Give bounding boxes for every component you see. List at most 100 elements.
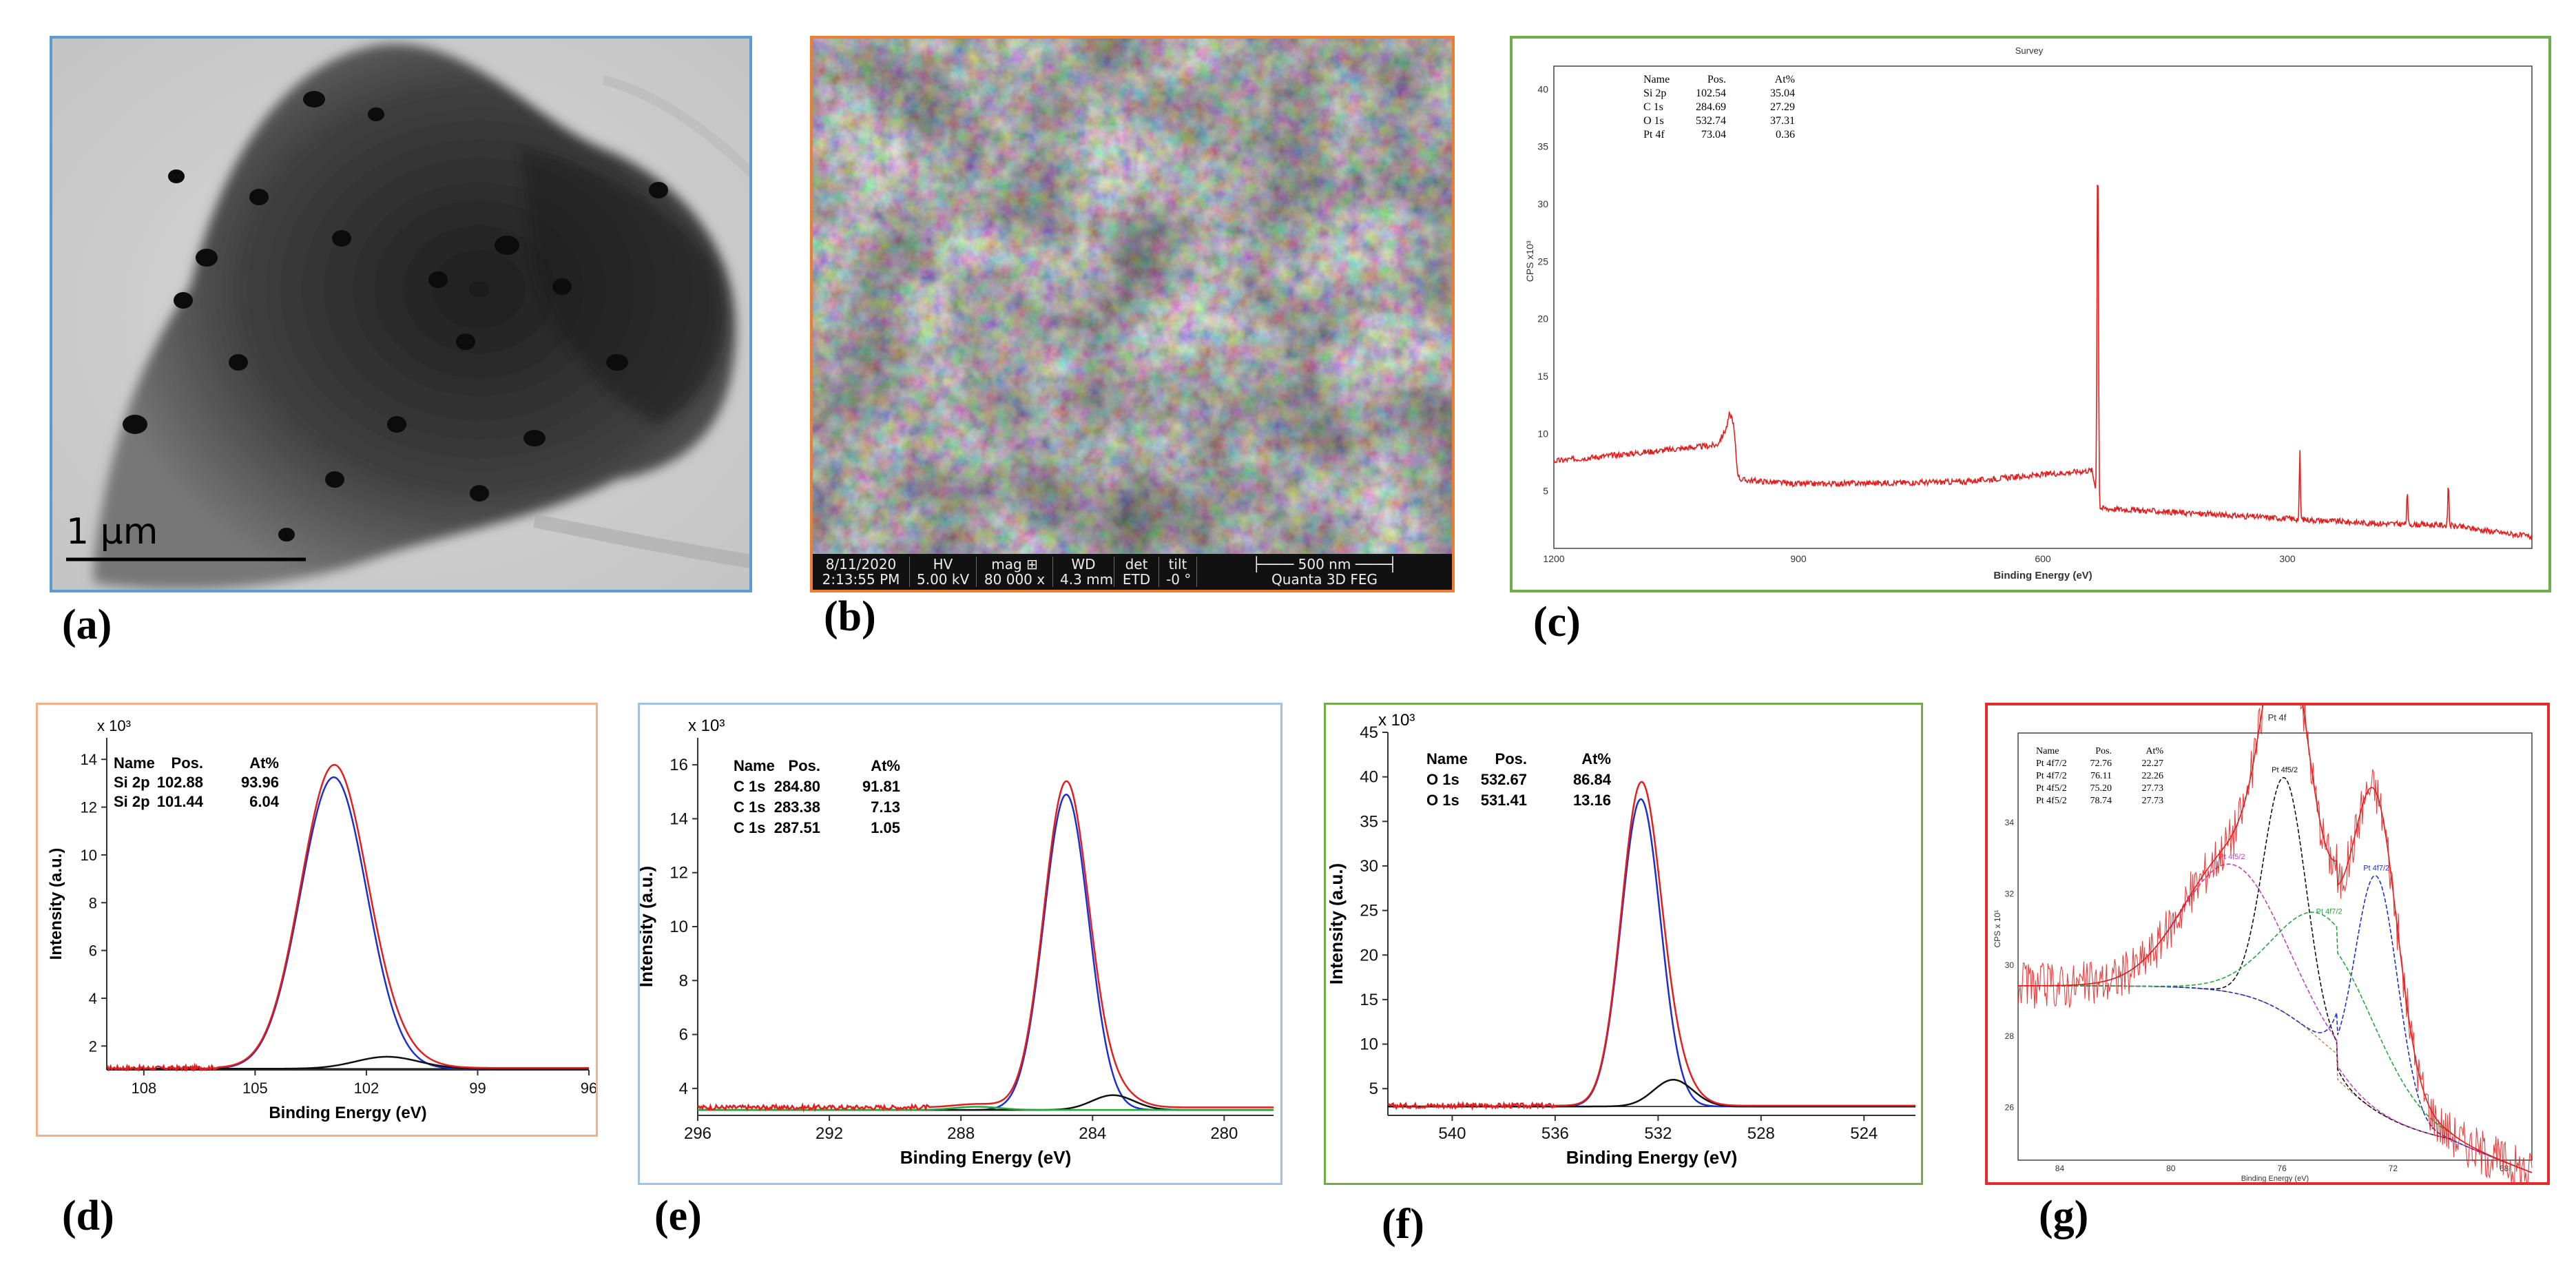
g-y-tick-label: 28 — [2005, 1031, 2015, 1041]
sem-wd-cell: WD 4.3 mm — [1053, 557, 1114, 587]
g-y-tick-label: 30 — [2005, 960, 2015, 970]
f-table-cell: 13.16 — [1573, 792, 1611, 809]
d-table-cell: 93.96 — [241, 774, 279, 791]
g-table-cell: 22.26 — [2142, 771, 2164, 781]
d-x-tick-label: 108 — [131, 1080, 156, 1097]
sem-det-cell: det ETD — [1114, 557, 1159, 587]
f-y-tick-label: 25 — [1360, 902, 1378, 920]
e-table-cell: 283.38 — [774, 798, 820, 816]
c-y-tick-label: 20 — [1537, 313, 1548, 324]
c-table-cell: Pt 4f — [1643, 129, 1665, 141]
c-survey-line — [1553, 184, 2533, 541]
f-y-tick-label: 20 — [1360, 946, 1378, 964]
e-table-header: Name — [734, 757, 775, 774]
d-y-tick-label: 2 — [89, 1038, 97, 1055]
f-x-tick-label: 540 — [1438, 1124, 1466, 1143]
tem-micrograph — [52, 39, 749, 590]
f-y-tick-label: 40 — [1360, 768, 1378, 787]
f-x-tick-label: 532 — [1644, 1124, 1672, 1143]
f-scale-label: x 10³ — [1378, 711, 1415, 730]
c-y-tick-label: 25 — [1537, 256, 1548, 267]
d-table-header: Pos. — [172, 754, 203, 772]
f-table-cell: 531.41 — [1481, 792, 1527, 809]
c-x-tick-label: 900 — [1790, 553, 1807, 564]
f-y-tick-label: 5 — [1369, 1080, 1378, 1098]
c-table-cell: 284.69 — [1696, 101, 1726, 113]
e-y-tick-label: 16 — [669, 756, 688, 774]
e-x-tick-label: 292 — [816, 1124, 843, 1143]
g-table-header: At% — [2146, 746, 2163, 756]
d-y-tick-label: 8 — [89, 894, 97, 911]
chart-g-pt4f: Pt 4f 26 28 30 32 34 84 80 76 72 68 Binding Energy … — [1985, 703, 2550, 1185]
e-table-cell: C 1s — [734, 778, 765, 795]
panel-label-c: (c) — [1533, 599, 1581, 646]
g-plot-frame — [2017, 732, 2533, 1161]
sem-micrograph — [813, 39, 1452, 559]
e-table-cell: C 1s — [734, 819, 765, 836]
g-y-tick-label: 32 — [2005, 889, 2015, 899]
sem-hv-cell: HV 5.00 kV — [910, 557, 977, 587]
c-x-tick-label: 600 — [2035, 553, 2051, 564]
e-y-tick-label: 14 — [669, 809, 688, 828]
c-table-cell: 73.04 — [1701, 129, 1726, 141]
e-y-axis-label: Intensity (a.u.) — [640, 866, 656, 987]
e-table-cell: 1.05 — [871, 819, 900, 836]
d-x-axis-label: Binding Energy (eV) — [269, 1104, 426, 1122]
c-table-cell: C 1s — [1643, 101, 1663, 113]
g-y-tick-label: 34 — [2005, 818, 2015, 827]
d-x-tick-label: 99 — [469, 1080, 486, 1097]
g-y-axis-label: CPS x 10¹ — [1993, 910, 2002, 948]
g-table-cell: 22.27 — [2142, 759, 2164, 769]
d-x-tick-label: 96 — [581, 1080, 596, 1097]
c-y-tick-label: 10 — [1537, 428, 1548, 439]
e-table-header: At% — [871, 757, 900, 774]
c-table-cell: 0.36 — [1776, 129, 1795, 141]
c-title: Survey — [2015, 45, 2044, 56]
chart-d-si2p: 108 105 102 99 96 2 4 6 8 10 12 14 Binding Energy (e… — [36, 703, 598, 1137]
g-x-tick-label: 72 — [2389, 1164, 2398, 1173]
e-y-tick-label: 10 — [669, 918, 688, 936]
e-y-tick-label: 6 — [679, 1026, 688, 1044]
f-x-axis-label: Binding Energy (eV) — [1566, 1147, 1737, 1168]
d-table-cell: Si 2p — [114, 774, 150, 791]
d-scale-label: x 10³ — [97, 717, 131, 734]
g-table-header: Name — [2036, 746, 2059, 756]
f-table-cell: O 1s — [1426, 771, 1460, 788]
chart-c-survey: Survey 5 10 15 20 25 30 35 40 1200 900 600 300 Bindin… — [1510, 36, 2551, 592]
c-y-tick-label: 35 — [1537, 141, 1548, 152]
f-y-tick-label: 10 — [1360, 1035, 1378, 1054]
c-table-header: Pos. — [1707, 74, 1726, 85]
sem-info-bar: 8/11/2020 2:13:55 PM HV 5.00 kV mag ⊞ 80 00… — [813, 554, 1452, 590]
e-component-2 — [698, 1106, 1274, 1111]
c-table-cell: 27.29 — [1770, 101, 1795, 113]
g-table-cell: Pt 4f5/2 — [2036, 796, 2067, 806]
e-x-tick-label: 280 — [1210, 1124, 1238, 1143]
f-y-tick-label: 45 — [1360, 723, 1378, 742]
c-table-cell: 102.54 — [1696, 87, 1726, 99]
g-x-tick-label: 84 — [2055, 1164, 2065, 1173]
g-peak-label: Pt 4f5/2 — [2272, 766, 2298, 774]
g-table-cell: 27.73 — [2142, 783, 2164, 794]
g-y-tick-label: 26 — [2005, 1103, 2015, 1113]
tem-dark-nanoparticles — [123, 91, 668, 541]
c-table-header: Name — [1643, 74, 1670, 85]
d-y-tick-label: 6 — [89, 942, 97, 960]
g-raw-data-line — [2017, 705, 2533, 1182]
f-x-tick-label: 524 — [1850, 1124, 1878, 1143]
sem-mag-cell: mag ⊞ 80 000 x — [977, 557, 1053, 587]
e-component-0 — [698, 793, 1274, 1111]
c-x-tick-label: 300 — [2279, 553, 2296, 564]
e-y-tick-label: 4 — [679, 1080, 688, 1098]
c-table-cell: 532.74 — [1696, 115, 1726, 127]
d-component-0 — [107, 776, 589, 1070]
e-x-tick-label: 284 — [1079, 1124, 1106, 1143]
c-table-cell: Si 2p — [1643, 87, 1666, 99]
c-y-axis-label: CPS x10³ — [1524, 240, 1535, 282]
f-table-header: Name — [1426, 750, 1468, 767]
g-title: Pt 4f — [2268, 712, 2287, 723]
d-envelope-line — [106, 763, 589, 1073]
g-x-tick-label: 76 — [2277, 1164, 2287, 1173]
c-y-tick-label: 40 — [1537, 83, 1548, 94]
sem-tilt-cell: tilt -0 ° — [1159, 557, 1197, 587]
e-table-cell: 7.13 — [871, 798, 900, 816]
